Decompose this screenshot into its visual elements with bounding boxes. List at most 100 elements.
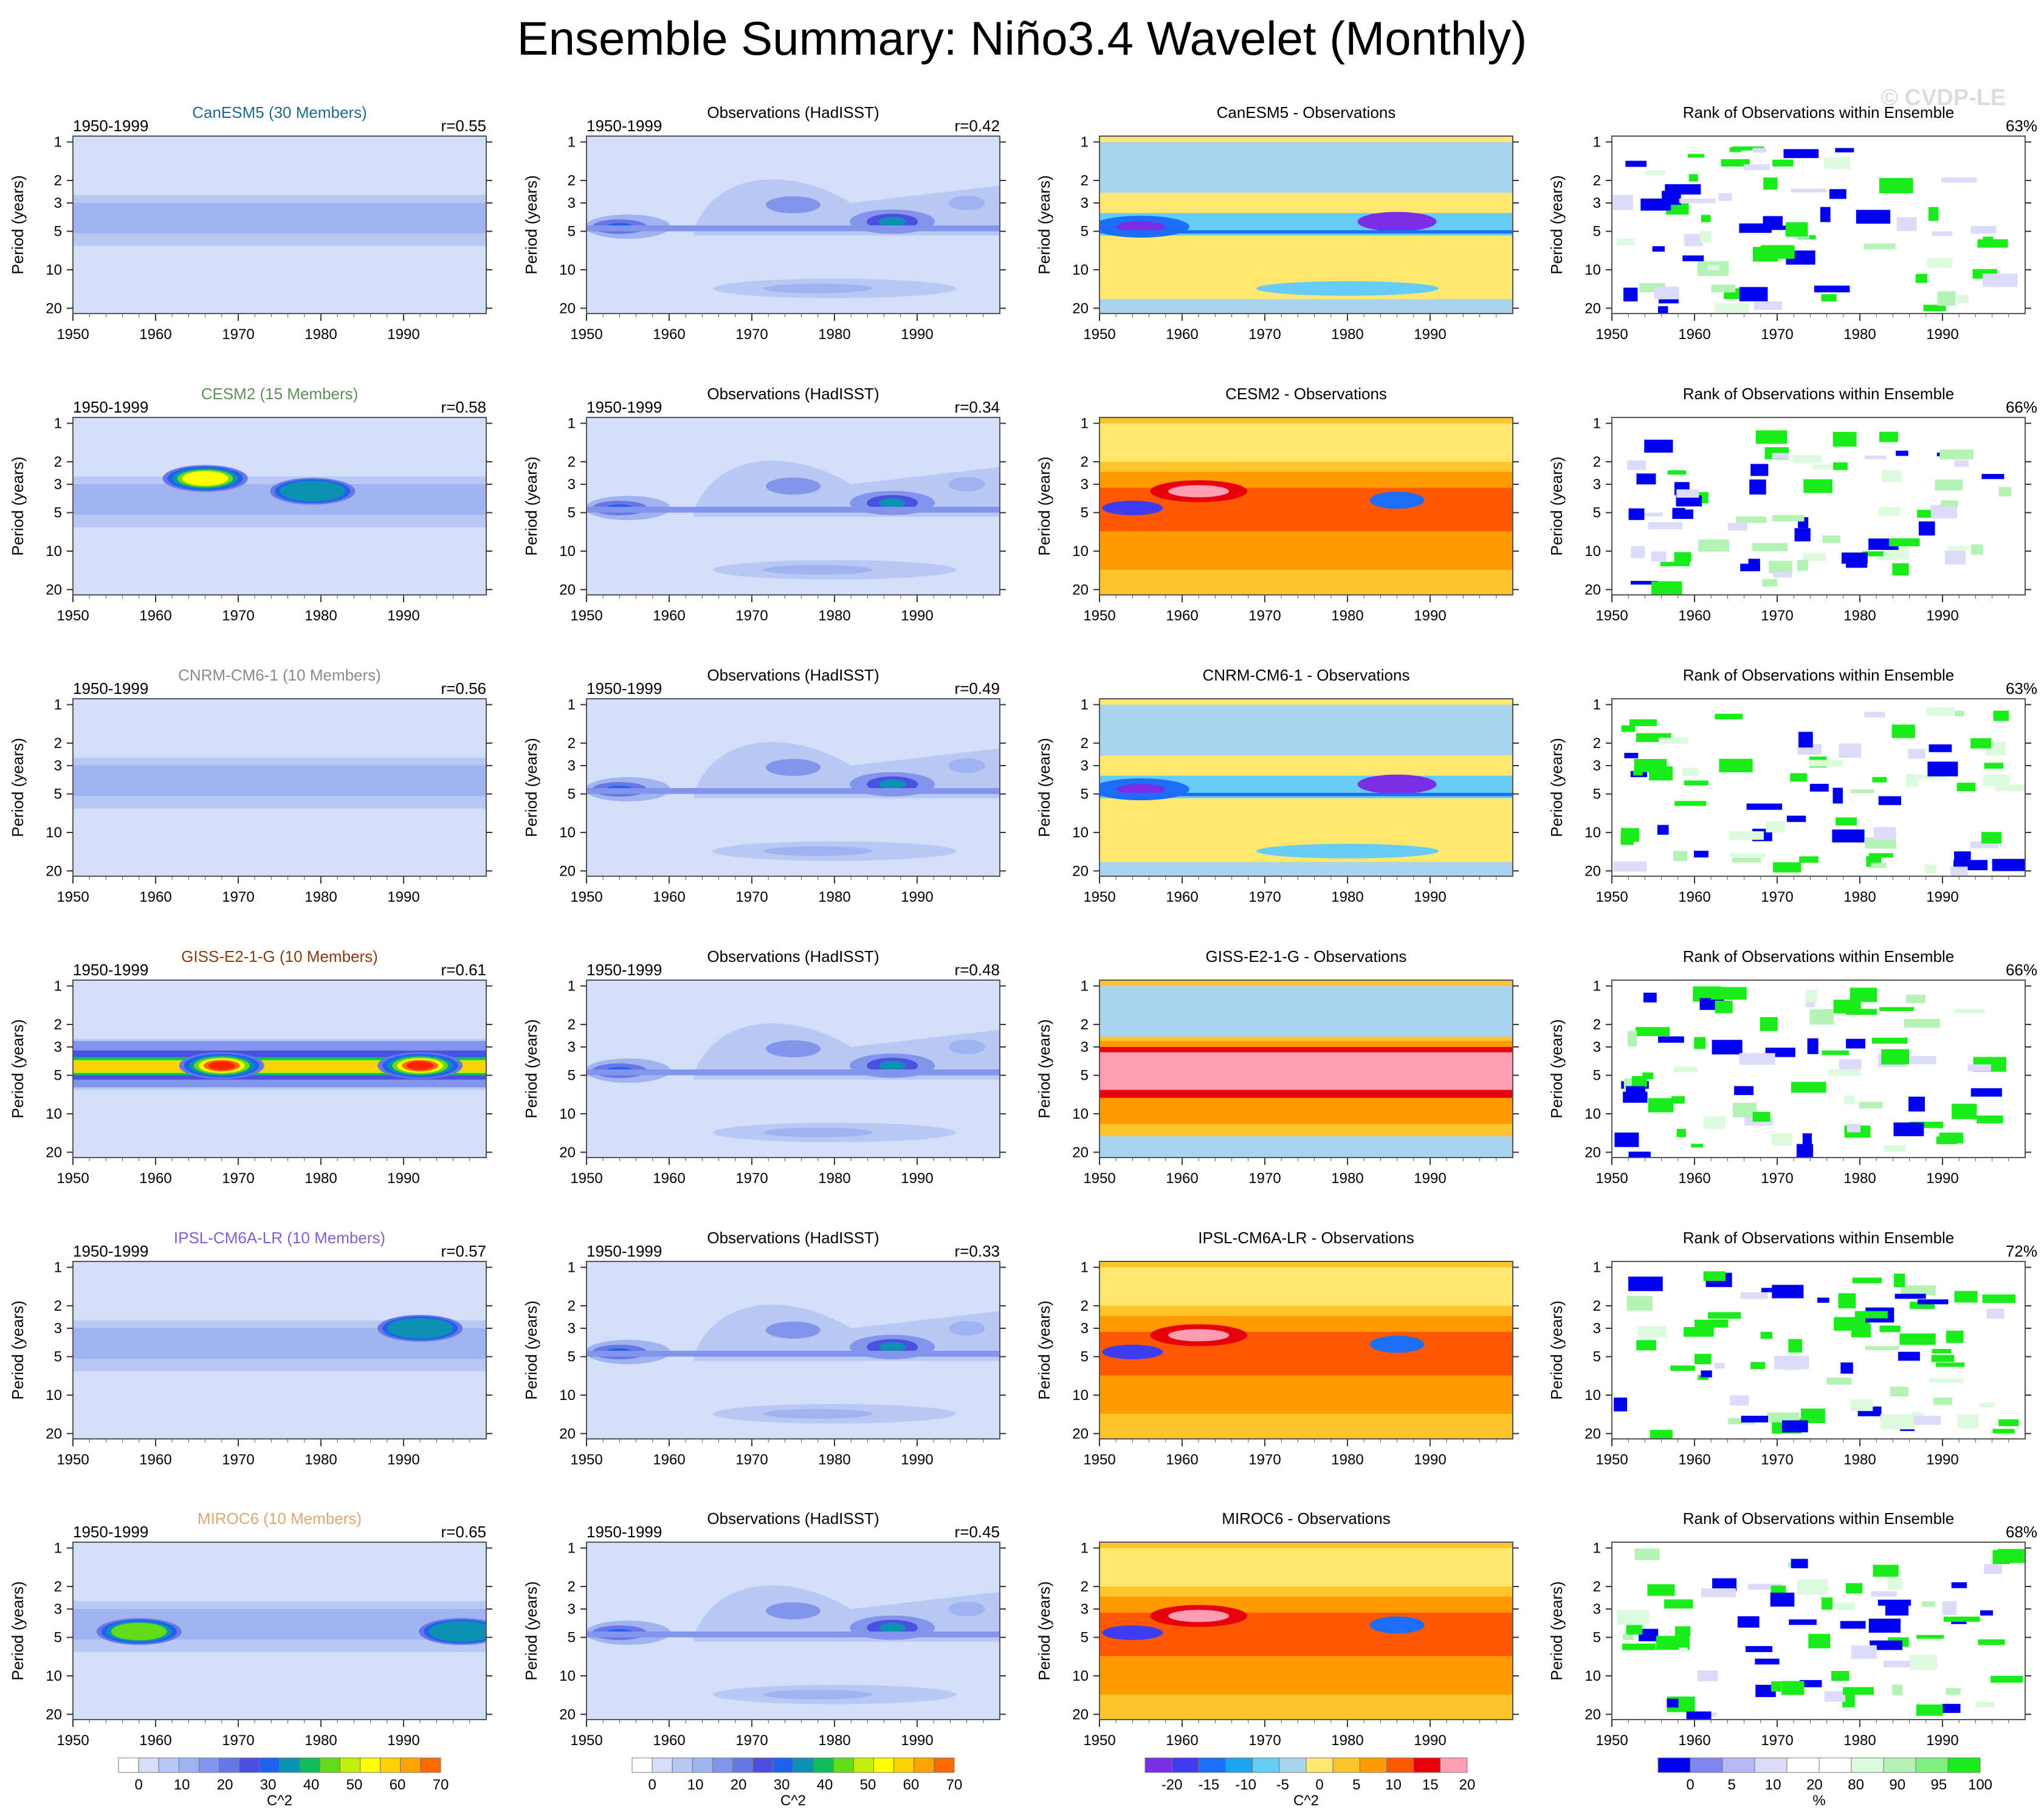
- y-tick-label: 10: [1072, 1387, 1089, 1404]
- y-tick-label: 5: [1081, 224, 1089, 240]
- y-axis-label: Period (years): [522, 1300, 540, 1399]
- panel-period: 1950-1999: [73, 117, 148, 135]
- y-tick-label: 1: [568, 1260, 576, 1276]
- panel-correlation: r=0.48: [955, 961, 1000, 979]
- y-tick-label: 2: [1593, 1298, 1601, 1314]
- x-tick-label: 1970: [222, 889, 254, 905]
- contour-field: [587, 136, 1000, 314]
- rank-cell: [1657, 825, 1669, 835]
- y-tick-label: 1: [568, 978, 576, 995]
- rank-cell: [1905, 995, 1926, 1003]
- rank-cell: [1918, 521, 1935, 536]
- panel-subtitle: CNRM-CM6-1 - Observations: [1203, 666, 1410, 684]
- colorbar-swatch: [813, 1757, 834, 1773]
- y-tick-label: 20: [559, 1426, 576, 1442]
- x-tick-label: 1990: [1926, 889, 1958, 905]
- rank-cell: [1998, 1549, 2025, 1563]
- panel-subtitle: Observations (HadISST): [707, 385, 879, 403]
- panel-correlation: r=0.61: [441, 961, 486, 979]
- contour-field: [587, 1261, 1000, 1439]
- rank-cell: [1943, 1616, 1980, 1622]
- colorbar-label: 100: [1968, 1777, 1992, 1793]
- power-band: [587, 1631, 1000, 1638]
- y-tick-label: 1: [54, 697, 62, 713]
- rank-cell: [1845, 1009, 1877, 1015]
- y-axis-label: Period (years): [1547, 175, 1566, 274]
- x-tick-label: 1980: [818, 1452, 850, 1468]
- rank-background: [1612, 136, 2025, 314]
- x-tick-label: 1960: [1166, 1170, 1198, 1187]
- colorbar-swatch: [360, 1757, 381, 1773]
- colorbar-label: 20: [217, 1777, 233, 1793]
- y-tick-label: 10: [46, 1106, 62, 1122]
- colorbar-swatch: [1883, 1757, 1916, 1773]
- rank-cell: [1991, 1675, 2023, 1683]
- rank-cell: [1737, 1616, 1760, 1628]
- y-tick-label: 3: [1081, 476, 1089, 493]
- y-tick-label: 3: [1081, 1039, 1089, 1055]
- rank-cell: [1799, 856, 1819, 863]
- colorbar-swatch: [1657, 1757, 1691, 1773]
- x-tick-label: 1970: [1248, 1452, 1281, 1468]
- x-tick-label: 1960: [139, 608, 171, 624]
- x-tick-label: 1980: [305, 326, 337, 343]
- diff-band: [1099, 986, 1513, 1037]
- y-tick-label: 5: [1081, 1349, 1089, 1365]
- y-tick-label: 2: [1593, 1579, 1601, 1595]
- panel-period: 1950-1999: [73, 398, 148, 416]
- y-tick-label: 20: [1072, 1706, 1089, 1723]
- rank-cell: [1772, 515, 1805, 522]
- power-blob: [763, 1127, 873, 1137]
- panel-period: 1950-1999: [73, 1242, 148, 1260]
- power-blob: [948, 1320, 985, 1336]
- y-tick-label: 1: [1593, 134, 1601, 151]
- rank-cell: [1786, 815, 1806, 822]
- diff-blob: [1117, 784, 1165, 795]
- x-tick-label: 1950: [1595, 326, 1628, 343]
- x-tick-label: 1990: [387, 608, 419, 624]
- rank-cell: [1678, 1647, 1688, 1652]
- x-tick-label: 1970: [222, 1170, 254, 1187]
- y-tick-label: 2: [568, 1579, 576, 1595]
- rank-cell: [1711, 284, 1736, 293]
- x-tick-label: 1950: [570, 1170, 602, 1187]
- rank-cell: [1817, 1297, 1829, 1303]
- rank-cell: [1978, 1639, 2005, 1645]
- x-tick-label: 1990: [387, 889, 419, 905]
- panel-subtitle: Observations (HadISST): [707, 1229, 879, 1247]
- panel-period: 1950-1999: [587, 961, 662, 979]
- x-tick-label: 1960: [1678, 1452, 1710, 1468]
- rank-cell: [1614, 1132, 1639, 1147]
- power-blob: [879, 216, 906, 227]
- rank-cell: [1894, 1294, 1926, 1299]
- y-tick-label: 2: [1081, 1017, 1089, 1033]
- y-tick-label: 20: [46, 1144, 62, 1161]
- rank-cell: [1658, 1036, 1684, 1043]
- colorbar-swatch: [1947, 1757, 1981, 1773]
- y-tick-label: 3: [54, 1601, 62, 1618]
- panel-period: 1950-1999: [587, 1242, 662, 1260]
- rank-cell: [1937, 291, 1956, 306]
- x-tick-label: 1970: [1761, 608, 1793, 624]
- colorbar-swatch: [1225, 1757, 1253, 1773]
- y-tick-label: 2: [54, 735, 62, 752]
- y-tick-label: 5: [1593, 224, 1601, 240]
- rank-cell: [1626, 1295, 1653, 1311]
- contour-field: [587, 417, 1000, 595]
- y-tick-label: 3: [568, 1320, 576, 1337]
- y-tick-label: 3: [568, 1039, 576, 1055]
- rank-cell: [1727, 523, 1748, 531]
- contour-field: [73, 1542, 486, 1720]
- colorbar-label: 60: [390, 1777, 406, 1793]
- x-tick-label: 1950: [57, 1452, 89, 1468]
- rank-cell: [1797, 560, 1808, 571]
- rank-cell: [1715, 303, 1749, 313]
- rank-cell: [1746, 1645, 1773, 1652]
- y-tick-label: 10: [559, 262, 576, 278]
- rank-cell: [1673, 1066, 1698, 1072]
- x-tick-label: 1950: [1083, 1170, 1115, 1187]
- x-tick-label: 1980: [305, 1170, 337, 1187]
- rank-cell: [1901, 1285, 1936, 1295]
- y-tick-label: 20: [46, 863, 62, 879]
- panel-correlation: r=0.58: [441, 398, 486, 416]
